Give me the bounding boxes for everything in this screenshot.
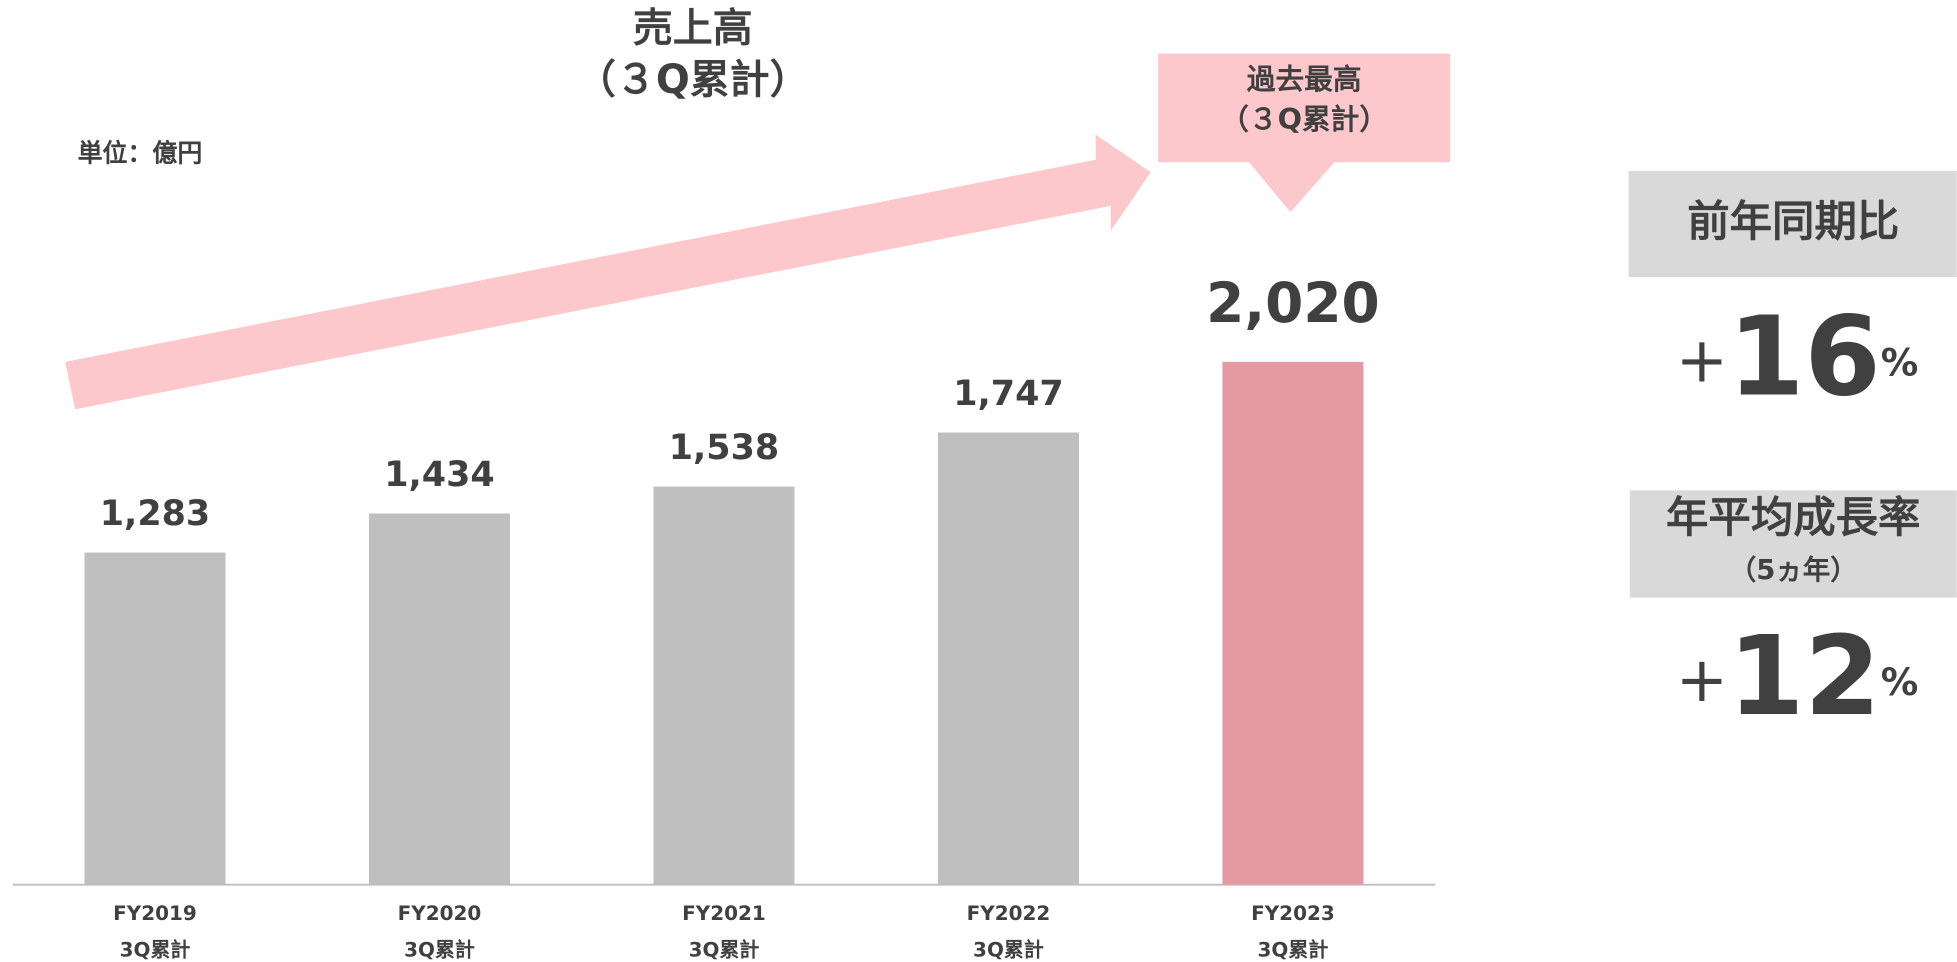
metric-sign: + <box>1676 643 1728 716</box>
x-tick-label: 3Q累計 <box>1258 937 1329 961</box>
trend-arrow <box>65 134 1151 410</box>
annotation: （３Q累計） <box>1220 102 1388 136</box>
x-tick-label: 3Q累計 <box>404 937 475 961</box>
data-label: 1,538 <box>669 428 779 468</box>
callout-box <box>1158 53 1451 163</box>
bar <box>1222 361 1364 885</box>
bar <box>368 513 510 885</box>
data-label: 2,020 <box>1206 271 1380 335</box>
x-tick-label: FY2023 <box>1251 901 1335 925</box>
annotation: 過去最高 <box>1247 62 1362 96</box>
metric-box <box>1628 170 1957 277</box>
x-tick-label: 3Q累計 <box>120 937 191 961</box>
x-tick-label: FY2021 <box>682 901 766 925</box>
x-tick-label: FY2022 <box>967 901 1051 925</box>
x-tick-label: FY2020 <box>398 901 482 925</box>
metric-box <box>1629 490 1957 598</box>
bar <box>84 552 226 885</box>
metric-unit: % <box>1881 340 1918 384</box>
metric-label: 年平均成長率 <box>1666 494 1920 543</box>
data-label: 1,747 <box>953 374 1063 414</box>
metric-unit: % <box>1881 659 1918 703</box>
bar <box>937 432 1079 885</box>
x-tick-label: 3Q累計 <box>973 937 1044 961</box>
metric-value: +16% <box>1676 293 1919 421</box>
x-tick-label: FY2019 <box>113 901 197 925</box>
callout-pointer <box>1248 160 1336 213</box>
data-label: 1,434 <box>384 455 494 495</box>
metric-value: +12% <box>1676 612 1919 740</box>
metric-sign: + <box>1676 323 1728 396</box>
metric-label: （5ヵ年） <box>1729 554 1858 586</box>
x-tick-label: 3Q累計 <box>689 937 760 961</box>
unit-label: 単位：億円 <box>78 139 203 168</box>
metric-number: 16 <box>1728 293 1881 421</box>
bar <box>653 486 795 885</box>
metric-number: 12 <box>1728 612 1881 740</box>
chart-title: 売上高 <box>633 6 753 52</box>
metric-label: 前年同期比 <box>1687 198 1899 247</box>
chart-subtitle: （３Q累計） <box>576 57 809 103</box>
data-label: 1,283 <box>100 494 210 534</box>
